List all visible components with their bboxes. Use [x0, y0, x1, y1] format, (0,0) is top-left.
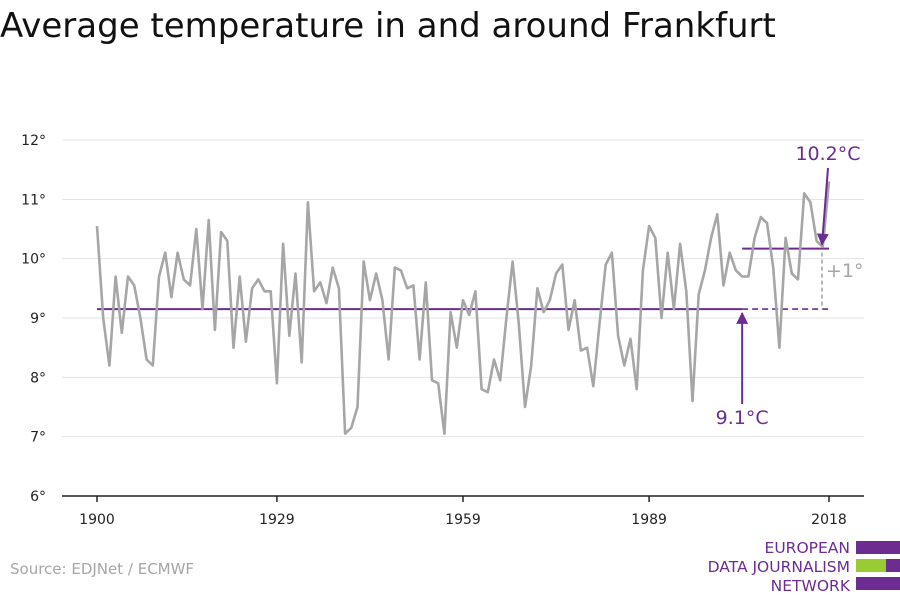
- logo-bar-purple-top: [856, 541, 900, 554]
- temperature-line: [95, 181, 831, 436]
- logo-bar-purple-mid: [886, 559, 900, 572]
- source-note: Source: EDJNet / ECMWF: [10, 560, 195, 578]
- x-tick-label-1959: 1959: [445, 512, 481, 528]
- axes: 6° 7° 8° 9° 10° 11° 12° 1900 1929 1959 1989 2018: [21, 133, 864, 528]
- logo-line-2: DATA JOURNALISM: [707, 558, 850, 576]
- logo-bar-green: [856, 559, 886, 572]
- grid-lines: [62, 139, 864, 438]
- y-tick-label-8: 8°: [30, 370, 46, 386]
- x-tick-label-1929: 1929: [259, 512, 295, 528]
- logo-line-1: EUROPEAN: [764, 539, 850, 557]
- chart-title: Average temperature in and around Frankf…: [0, 6, 776, 46]
- annotation-baseline: 9.1°C: [716, 407, 769, 429]
- annotation-difference: +1°: [826, 260, 864, 282]
- annotation-current-arrow: [816, 167, 829, 246]
- annotations: 10.2°C 9.1°C +1°: [716, 143, 864, 429]
- annotation-current: 10.2°C: [795, 143, 860, 165]
- x-tick-label-1989: 1989: [631, 512, 667, 528]
- y-tick-label-11: 11°: [21, 192, 46, 208]
- logo-line-3: NETWORK: [770, 577, 850, 595]
- y-tick-label-12: 12°: [21, 133, 46, 149]
- y-tick-label-10: 10°: [21, 252, 46, 268]
- x-tick-label-2018: 2018: [811, 512, 847, 528]
- x-tick-label-1900: 1900: [79, 512, 115, 528]
- temperature-series: [95, 181, 831, 436]
- y-tick-label-9: 9°: [30, 311, 46, 327]
- y-tick-label-6: 6°: [30, 489, 46, 505]
- y-tick-label-7: 7°: [30, 430, 46, 446]
- edjnet-logo: EUROPEAN DATA JOURNALISM NETWORK: [700, 538, 900, 598]
- logo-bar-purple-bottom: [856, 577, 900, 590]
